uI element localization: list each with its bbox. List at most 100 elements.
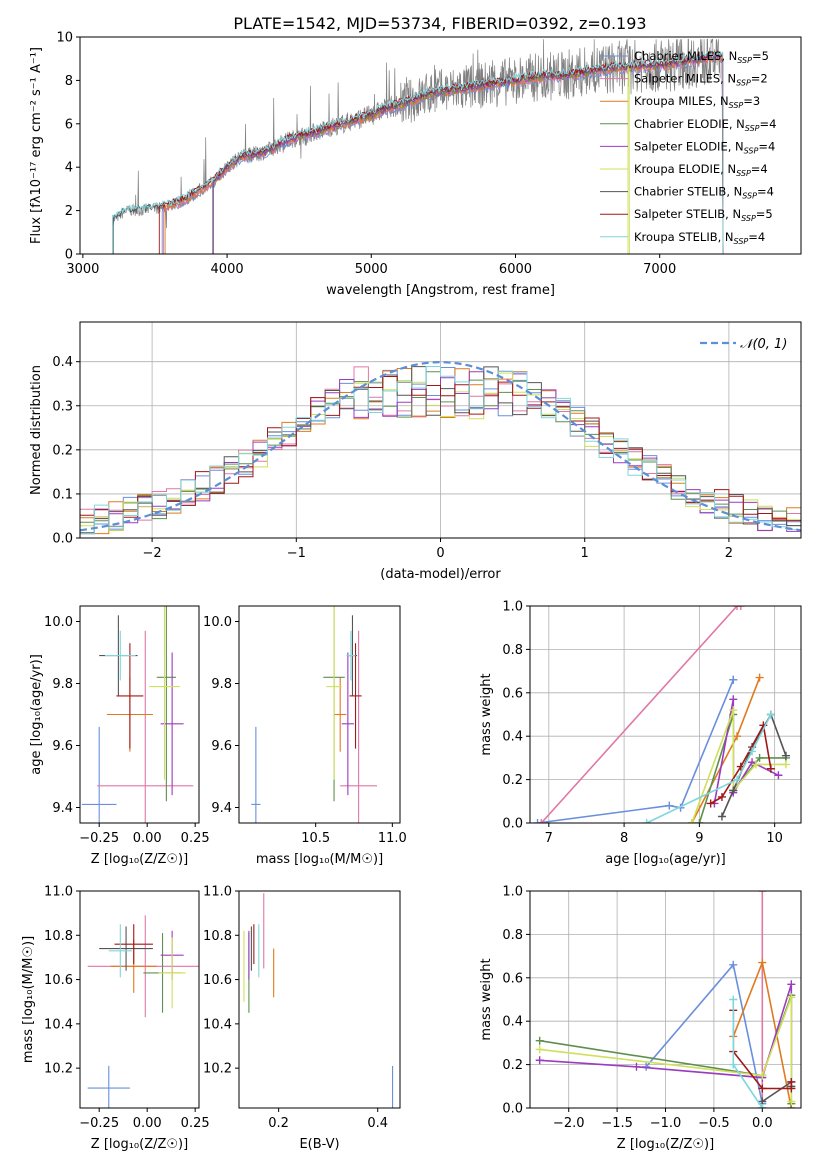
x-axis-label: Z [log₁₀(Z/Z☉)] <box>617 1137 714 1152</box>
weight-marker-kroupa_elodie <box>535 1045 544 1054</box>
tick-label-y: 9.4 <box>52 801 73 816</box>
tick-label-y: 0.2 <box>502 1058 523 1073</box>
tick-label-x: 7000 <box>643 262 676 277</box>
tick-label-y: 10.8 <box>44 929 73 944</box>
weight-vs-metallicity-panel-plot-area <box>535 891 796 1108</box>
weight-marker-chabrier_miles <box>729 960 738 969</box>
tick-label-x: 11.0 <box>378 831 407 846</box>
mass-vs-extinction-panel: 0.2 0.4 10.2 10.4 10.6 10.8 11.0 E(B-V) <box>203 885 401 1152</box>
mass-vs-metallicity-panel-plot-area <box>87 915 199 1108</box>
residual-panel: −2 −1 0 1 2 0.0 0.1 0.2 0.3 0.4 (data-model)/error… <box>29 321 802 582</box>
weight-marker-salpeter_stelib <box>706 799 715 808</box>
tick-label-y: 6 <box>65 117 73 132</box>
weight-marker-salpeter_elodie <box>535 1056 544 1065</box>
weight-marker-kroupa_stelib <box>729 1060 738 1069</box>
tick-label-y: 0 <box>65 248 73 263</box>
spectrum-panel: 3000 4000 5000 6000 7000 0 2 4 6 8 10 wavelength [A… <box>29 31 802 298</box>
weight-marker-salpeter_elodie <box>787 980 796 989</box>
axes-frame <box>529 605 802 824</box>
legend-label-salpeter_stelib: Salpeter STELIB, NSSP=5 <box>634 207 773 223</box>
tick-label-y: 11.0 <box>203 885 232 900</box>
model-spectrum-kroupa_stelib <box>111 49 724 254</box>
tick-label-x: 0.00 <box>133 831 162 846</box>
weight-marker-salpeter_miles <box>537 819 546 823</box>
tick-label-x: −1.5 <box>601 1116 633 1131</box>
tick-label-x: 0.4 <box>367 1116 388 1131</box>
tick-label-x: 10 <box>766 831 783 846</box>
mass-vs-metallicity-panel: −0.25 0.00 0.25 10.2 10.4 10.6 10.8 11.0 Z [log₁… <box>21 885 210 1153</box>
axes-frame <box>79 321 802 539</box>
x-axis-label: age [log₁₀(age/yr)] <box>605 852 726 867</box>
errorbar-kroupa_stelib <box>104 630 136 681</box>
tick-label-x: −2 <box>143 546 162 561</box>
tick-label-y: 0.3 <box>52 399 73 414</box>
errorbar-salpeter_miles <box>97 630 194 823</box>
tick-label-x: 1 <box>581 546 589 561</box>
weight-marker-kroupa_stelib <box>733 775 742 784</box>
weight-marker-chabrier_miles <box>729 675 738 684</box>
weight-marker-salpeter_miles <box>758 891 767 895</box>
age-vs-mass-panel: 10.5 11.0 9.4 9.6 9.8 10.0 mass [log₁₀(M/M☉)] <box>203 605 407 867</box>
axes-frame <box>79 36 802 255</box>
errorbar-kroupa_elodie <box>326 606 342 780</box>
tick-label-y: 4 <box>65 161 73 176</box>
weight-marker-salpeter_elodie <box>632 1062 641 1071</box>
axes-frame <box>79 605 200 824</box>
errorbar-kroupa_elodie <box>149 606 180 780</box>
weight-marker-salpeter_stelib <box>787 1077 796 1086</box>
tick-label-y: 10.8 <box>203 929 232 944</box>
x-axis-label: mass [log₁₀(M/M☉)] <box>256 852 383 867</box>
tick-label-y: 0.0 <box>52 532 73 547</box>
tick-label-y: 10 <box>56 31 73 46</box>
weight-marker-chabrier_elodie <box>755 753 764 762</box>
tick-label-x: 0.25 <box>181 1116 210 1131</box>
weight-marker-chabrier_stelib <box>729 786 738 795</box>
x-axis-label: E(B-V) <box>299 1137 339 1152</box>
residual-histogram-salpeter_stelib <box>80 376 801 527</box>
axes-frame <box>238 605 401 824</box>
residual-plot-area <box>80 360 801 535</box>
errorbar-chabrier_miles <box>87 1065 130 1108</box>
weight-marker-salpeter_miles <box>736 606 745 610</box>
age-vs-mass-panel-plot-area <box>251 606 377 823</box>
x-axis-label: wavelength [Angstrom, rest frame] <box>326 283 555 298</box>
weight-marker-chabrier_elodie <box>695 819 704 823</box>
tick-label-y: 11.0 <box>44 885 73 900</box>
weight-line-chabrier_stelib <box>761 1080 793 1103</box>
errorbar-salpeter_stelib <box>349 643 362 749</box>
tick-label-x: −2.0 <box>553 1116 585 1131</box>
tick-label-x: 4000 <box>211 262 244 277</box>
tick-label-x: 5000 <box>355 262 388 277</box>
normal-curve <box>80 360 801 532</box>
tick-label-y: 0.8 <box>502 643 523 658</box>
mass-vs-extinction-panel-plot-area <box>243 893 394 1108</box>
tick-label-x: 9 <box>695 831 703 846</box>
weight-marker-kroupa_elodie <box>729 706 738 715</box>
weight-marker-chabrier_stelib <box>717 812 726 821</box>
weight-marker-kroupa_elodie <box>758 1071 767 1080</box>
weight-marker-kroupa_elodie <box>751 760 760 769</box>
tick-label-y: 10.4 <box>44 1017 73 1032</box>
errorbar-chabrier_stelib <box>99 926 153 971</box>
axes-frame <box>238 890 401 1109</box>
tick-label-y: 0.6 <box>502 686 523 701</box>
weight-vs-age-panel-plot-area <box>533 606 790 823</box>
tick-label-y: 8 <box>65 74 73 89</box>
axes-frame <box>529 890 802 1109</box>
weight-line-kroupa_stelib <box>646 714 772 823</box>
errorbar-kroupa_miles <box>334 677 347 752</box>
legend-label-kroupa_stelib: Kroupa STELIB, NSSP=4 <box>634 230 765 246</box>
model-spectrum-chabrier_stelib <box>112 51 724 254</box>
weight-marker-salpeter_miles <box>733 606 742 610</box>
legend-label-normal: 𝒩(0, 1) <box>740 337 787 352</box>
tick-label-y: 1.0 <box>502 600 523 615</box>
age-vs-metallicity-panel: −0.25 0.00 0.25 9.4 9.6 9.8 10.0 Z [log₁₀(Z/Z☉)… <box>29 605 210 867</box>
tick-label-x: 0.00 <box>133 1116 162 1131</box>
tick-label-y: 0.1 <box>52 487 73 502</box>
weight-marker-kroupa_elodie <box>787 1097 796 1106</box>
weight-marker-salpeter_elodie <box>729 695 738 704</box>
weight-line-chabrier_miles <box>645 963 764 1108</box>
tick-label-x: 10.5 <box>301 831 330 846</box>
weight-marker-salpeter_elodie <box>774 771 783 780</box>
